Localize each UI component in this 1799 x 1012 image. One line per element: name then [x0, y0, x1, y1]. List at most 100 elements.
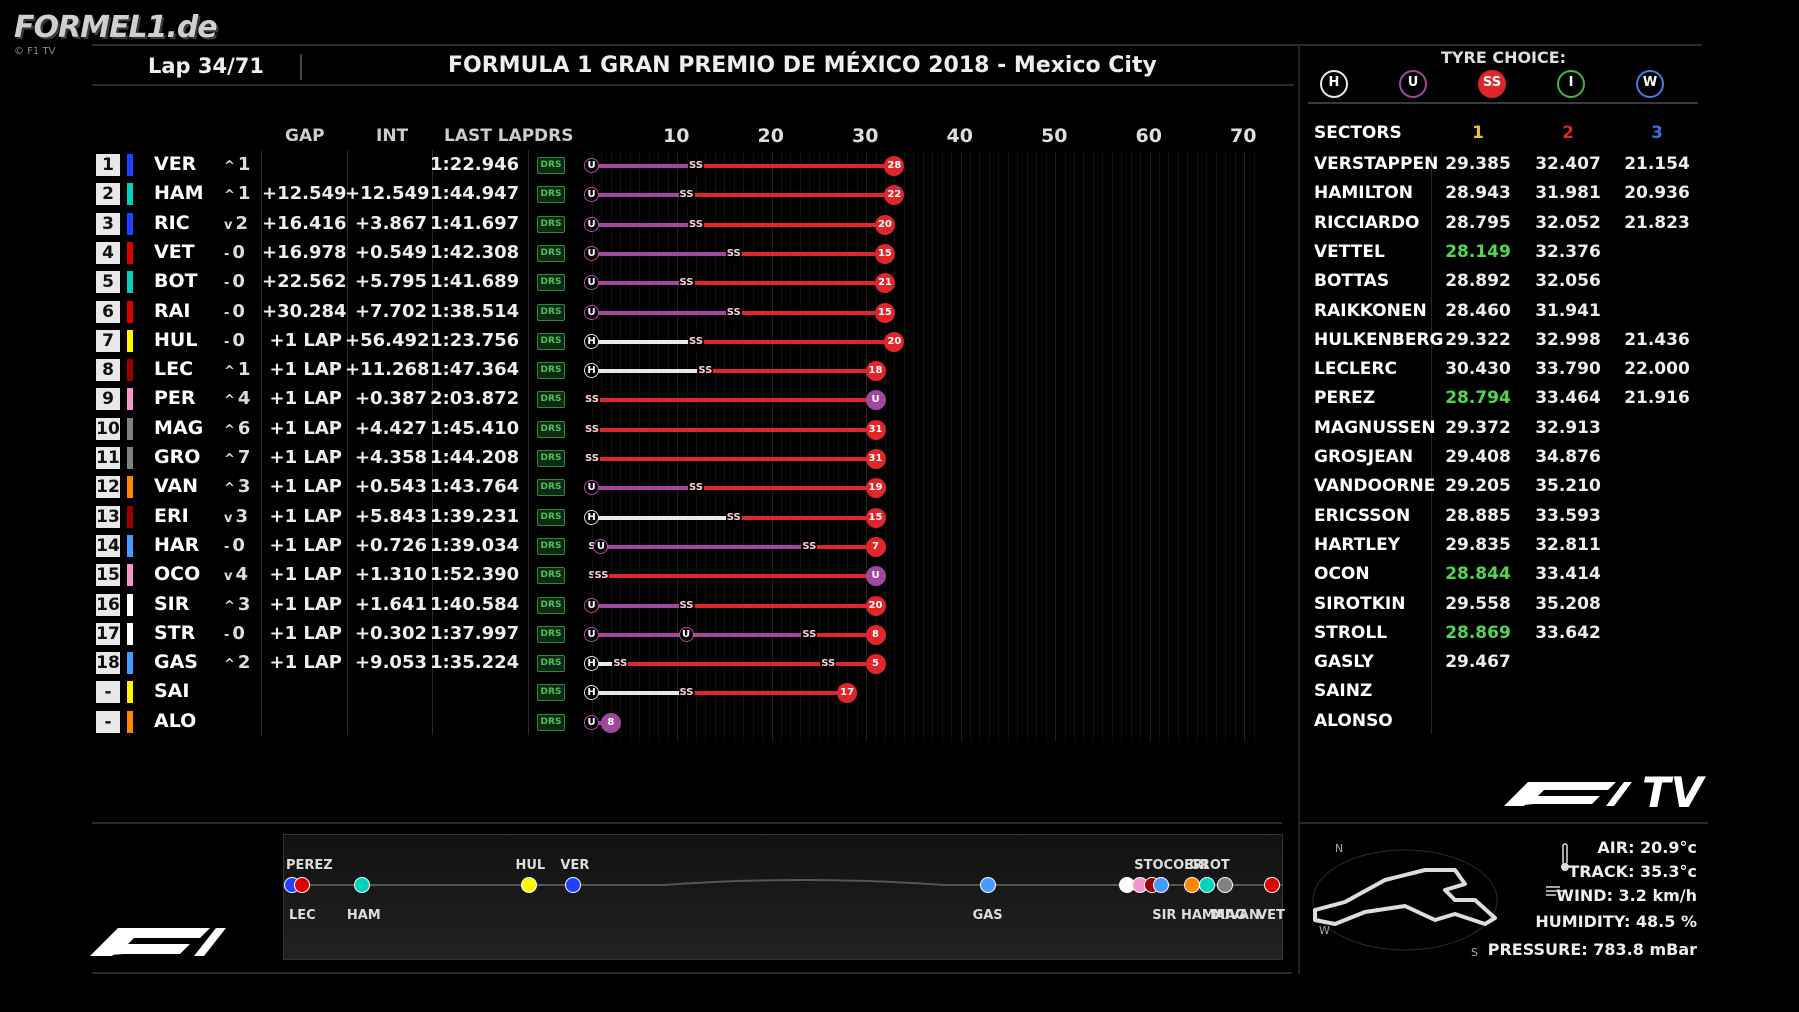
position-badge: 13 — [96, 505, 120, 528]
track-position-markers: PEREZ HUL VER STOCOERI GROT LEC HAM GAS SIR HAMA… — [283, 834, 1285, 958]
sector-1-time: 28.885 — [1445, 505, 1511, 526]
team-color-bar — [127, 505, 133, 528]
driver-row[interactable]: 17 STR -0 +1 LAP +0.302 1:37.997 DRS U U SS 8 — [0, 621, 1290, 650]
driver-row[interactable]: 8 LEC ^ 1 +1 LAP +11.268 1:47.364 DRS H SS 18 — [0, 357, 1290, 386]
car-position-dot — [1184, 877, 1201, 893]
drs-indicator: DRS — [537, 713, 565, 731]
lap-gridline — [1234, 152, 1236, 742]
sector-driver-name: STROLL — [1314, 622, 1388, 643]
lap-gridline — [932, 152, 934, 742]
driver-row[interactable]: - SAI DRS H SS 17 — [0, 679, 1290, 708]
lap-gridline — [1083, 152, 1085, 742]
driver-row[interactable]: 6 RAI -0 +30.284 +7.702 1:38.514 DRS U SS 15 — [0, 299, 1290, 328]
driver-row[interactable]: 15 OCO v 4 +1 LAP +1.310 1:52.390 DRS S SS U — [0, 562, 1290, 591]
car-position-dot — [1199, 877, 1216, 893]
driver-row[interactable]: 10 MAG ^ 6 +1 LAP +4.427 1:45.410 DRS SS 31 — [0, 416, 1290, 445]
lap-gridline — [875, 152, 877, 742]
arrow-up-icon: ^ — [224, 159, 235, 174]
drs-indicator: DRS — [537, 596, 565, 614]
sector-driver-name: VANDOORNE — [1314, 476, 1436, 497]
sector-1-time: 28.844 — [1445, 564, 1511, 585]
lap-gridline — [1045, 152, 1047, 742]
team-color-bar — [127, 271, 133, 294]
driver-row[interactable]: 4 VET -0 +16.978 +0.549 1:42.308 DRS U SS 15 — [0, 240, 1290, 269]
interval-value: +4.358 — [354, 447, 427, 468]
car-label-bottom: MAG — [1212, 908, 1246, 923]
interval-value: +9.053 — [354, 652, 427, 674]
tyre-stint-bar — [695, 164, 895, 168]
drs-indicator: DRS — [537, 244, 565, 262]
current-tyre-laps: 31 — [865, 419, 886, 440]
interval-value: +5.795 — [354, 271, 427, 293]
driver-row[interactable]: 13 ERI v 3 +1 LAP +5.843 1:39.231 DRS H SS 15 — [0, 504, 1290, 533]
driver-row[interactable]: 5 BOT -0 +22.562 +5.795 1:41.689 DRS U SS 21 — [0, 269, 1290, 298]
tyre-compound-icon: SS — [678, 597, 695, 614]
driver-row[interactable]: 12 VAN ^ 3 +1 LAP +0.543 1:43.764 DRS U SS 19 — [0, 474, 1290, 503]
arrow-down-icon: v — [224, 217, 233, 233]
sector-2-time: 32.811 — [1535, 534, 1601, 555]
tyre-compound-icon: U — [584, 187, 599, 203]
driver-code: GAS — [154, 651, 198, 674]
position-badge: 11 — [96, 447, 120, 469]
lap-gridline — [1026, 152, 1028, 742]
sector-driver-name: HULKENBERG — [1314, 329, 1444, 350]
sector-driver-name: PEREZ — [1314, 388, 1376, 409]
driver-row[interactable]: 2 HAM ^ 1 +12.549 +12.549 1:44.947 DRS U SS 22 — [0, 181, 1290, 210]
gap-value: +16.416 — [262, 212, 347, 234]
driver-row[interactable]: 18 GAS ^ 2 +1 LAP +9.053 1:35.224 DRS H SS SS 5 — [0, 650, 1290, 679]
current-tyre-laps: 28 — [884, 156, 905, 176]
driver-row[interactable]: 11 GRO ^ 7 +1 LAP +4.358 1:44.208 DRS SS 31 — [0, 445, 1290, 474]
position-change-value: 1 — [237, 183, 251, 205]
sector-1-time: 28.795 — [1445, 212, 1511, 233]
driver-row[interactable]: 1 VER ^ 1 1:22.946 DRS U SS 28 — [0, 152, 1290, 181]
position-change-value: 2 — [237, 652, 251, 674]
position-badge: 9 — [96, 388, 120, 411]
tyre-compound-icon: U — [584, 216, 599, 232]
driver-row[interactable]: - ALO DRS U 8 — [0, 709, 1290, 738]
driver-row[interactable]: 7 HUL -0 +1 LAP +56.492 1:23.756 DRS H SS 20 — [0, 328, 1290, 357]
bottom-divider-right — [1300, 822, 1708, 824]
position-change: -0 — [224, 242, 245, 263]
col-divider — [347, 150, 348, 735]
driver-code: VAN — [154, 475, 199, 498]
lap-gridline — [790, 152, 792, 742]
current-tyre-laps: 20 — [884, 331, 905, 352]
drs-indicator: DRS — [537, 215, 565, 233]
position-change: -0 — [224, 271, 245, 292]
tyre-stint-bar — [695, 339, 895, 344]
driver-code: OCO — [154, 563, 201, 586]
gap-value: +1 LAP — [269, 417, 342, 439]
weather-humidity: HUMIDITY: 48.5 % — [1535, 912, 1697, 931]
drs-indicator: DRS — [537, 332, 565, 350]
position-badge: 6 — [96, 300, 120, 323]
position-change-value: 0 — [232, 329, 245, 351]
tyre-stint-bar — [592, 164, 696, 168]
dash-icon: - — [224, 305, 230, 321]
tyre-compound-icon: U — [584, 597, 599, 613]
lap-gridline — [592, 152, 593, 742]
sector-driver-name: HAMILTON — [1314, 183, 1413, 204]
team-color-bar — [127, 417, 133, 440]
lap-gridline — [884, 152, 886, 742]
driver-row[interactable]: 9 PER ^ 4 +1 LAP +0.387 2:03.872 DRS SS U — [0, 386, 1290, 415]
sector-2-time: 32.052 — [1535, 212, 1601, 233]
position-badge: 4 — [96, 241, 120, 264]
drs-indicator: DRS — [537, 391, 565, 409]
tyre-stint-bar — [592, 486, 696, 491]
gap-value: +1 LAP — [269, 329, 342, 351]
lap-gridline — [1017, 152, 1019, 742]
lap-gridline — [809, 152, 811, 742]
sector-2-time: 33.642 — [1535, 622, 1601, 643]
drs-indicator: DRS — [537, 450, 565, 467]
driver-row[interactable]: 14 HAR -0 +1 LAP +0.726 1:39.034 DRS S U SS 7 — [0, 533, 1290, 562]
lap-gridline — [677, 152, 679, 742]
driver-row[interactable]: 16 SIR ^ 3 +1 LAP +1.641 1:40.584 DRS U SS 20 — [0, 592, 1290, 621]
lap-gridline — [648, 152, 650, 742]
driver-row[interactable]: 3 RIC v 2 +16.416 +3.867 1:41.697 DRS U SS 20 — [0, 211, 1290, 240]
car-label-bottom: VET — [1257, 908, 1285, 923]
position-badge: 1 — [96, 154, 120, 176]
sector-3-time: 20.936 — [1624, 183, 1690, 204]
lap-gridline — [866, 152, 868, 742]
position-change-value: 0 — [232, 300, 245, 322]
